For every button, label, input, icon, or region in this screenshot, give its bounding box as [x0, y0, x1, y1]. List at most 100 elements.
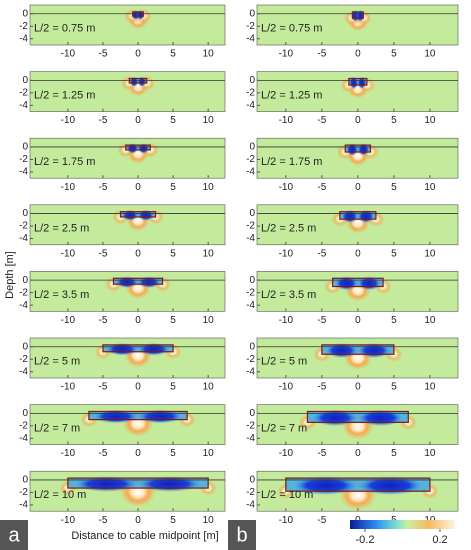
y-tick-label: -2: [246, 21, 255, 32]
cable-rectangle: [344, 144, 372, 153]
cable-rectangle: [321, 344, 395, 355]
y-tick-label: 0: [249, 275, 255, 286]
y-tick-label: 0: [22, 208, 28, 219]
x-tick-label: 5: [170, 182, 176, 193]
cable-rectangle: [125, 144, 151, 151]
field-strip: [88, 411, 188, 420]
cable-rectangle: [132, 11, 144, 17]
y-tick-label: -2: [246, 420, 255, 431]
panel: [257, 271, 458, 312]
x-tick-label: 10: [203, 448, 215, 459]
panel-frame: [29, 4, 226, 46]
field-strip: [125, 145, 151, 150]
panel-label: L/2 = 10 m: [34, 489, 86, 501]
y-tick-label: -4: [19, 300, 28, 311]
x-tick-label: 5: [391, 49, 397, 60]
field-blob: [312, 409, 358, 427]
x-tick-label: -5: [98, 248, 107, 259]
y-tick-label: -4: [246, 100, 255, 111]
x-tick-label: 0: [355, 448, 361, 459]
x-tick-label: -5: [98, 515, 107, 526]
x-tick-label: 0: [135, 115, 141, 126]
y-tick-label: 0: [22, 75, 28, 86]
x-tick-label: 0: [355, 248, 361, 259]
y-tick-label: 0: [22, 408, 28, 419]
x-tick-label: 10: [203, 49, 215, 60]
field-blob: [115, 276, 139, 288]
panel-frame: [29, 404, 226, 445]
panel: [30, 71, 225, 112]
x-tick-label: 5: [170, 382, 176, 393]
field-strip: [102, 344, 174, 352]
x-tick-label: -10: [61, 315, 76, 326]
x-tick-label: -5: [98, 382, 107, 393]
y-tick-label: -2: [19, 287, 28, 298]
panel-label: L/2 = 2.5 m: [34, 222, 89, 234]
cable-rectangle: [102, 344, 174, 353]
x-tick-label: 5: [170, 315, 176, 326]
x-tick-label: 5: [391, 382, 397, 393]
panel: [30, 5, 225, 45]
x-tick-label: 10: [424, 248, 436, 259]
panel: [30, 271, 225, 312]
field-strip: [113, 278, 163, 285]
y-tick-label: 0: [22, 341, 28, 352]
x-tick-label: 5: [391, 448, 397, 459]
field-blob: [126, 143, 139, 154]
x-tick-label: -10: [279, 49, 294, 60]
panel-label: L/2 = 7 m: [261, 422, 307, 434]
x-tick-label: 10: [203, 315, 215, 326]
x-tick-label: 10: [203, 382, 215, 393]
y-tick-label: -4: [19, 167, 28, 178]
x-tick-label: 5: [391, 182, 397, 193]
x-tick-label: -10: [61, 115, 76, 126]
x-tick-label: 5: [391, 115, 397, 126]
field-blob: [106, 343, 139, 356]
y-tick-label: 0: [22, 475, 28, 486]
panel: [30, 204, 225, 245]
x-tick-label: -5: [317, 248, 326, 259]
x-tick-label: 10: [424, 49, 436, 60]
panel-label: L/2 = 5 m: [34, 356, 80, 368]
panel-letter-box: [0, 520, 28, 550]
field-strip: [332, 278, 384, 287]
field-blob: [122, 209, 139, 221]
panel-label: L/2 = 2.5 m: [261, 222, 316, 234]
y-tick-label: -4: [246, 167, 255, 178]
field-blob: [357, 143, 370, 156]
x-tick-label: 0: [135, 49, 141, 60]
field-blob: [138, 143, 150, 154]
cable-rectangle: [88, 410, 188, 421]
panel-label: L/2 = 3.5 m: [261, 289, 316, 301]
x-tick-label: 5: [391, 248, 397, 259]
field-blob: [349, 76, 359, 89]
x-tick-label: 5: [170, 515, 176, 526]
y-tick-label: -2: [246, 221, 255, 232]
cable-rectangle: [306, 410, 409, 423]
y-tick-label: -2: [246, 154, 255, 165]
x-tick-label: 0: [355, 115, 361, 126]
x-tick-label: 0: [135, 515, 141, 526]
y-tick-label: 0: [249, 208, 255, 219]
x-tick-label: -10: [61, 448, 76, 459]
y-tick-label: -2: [19, 354, 28, 365]
y-tick-label: 0: [22, 8, 28, 19]
y-tick-label: -2: [19, 487, 28, 498]
panel-frame: [29, 137, 226, 179]
field-blob: [129, 76, 139, 87]
y-tick-label: -4: [246, 366, 255, 377]
x-tick-label: 5: [391, 315, 397, 326]
field-strip: [339, 211, 376, 220]
y-tick-label: -2: [19, 154, 28, 165]
cable-rectangle: [119, 211, 157, 218]
x-tick-label: 10: [203, 515, 215, 526]
y-tick-label: -4: [246, 33, 255, 44]
x-tick-label: 10: [424, 115, 436, 126]
x-axis-label: Distance to cable midpoint [m]: [71, 530, 218, 542]
field-blob: [293, 476, 358, 495]
panel: [257, 404, 458, 445]
y-tick-label: -4: [19, 500, 28, 511]
x-tick-label: 0: [135, 315, 141, 326]
panel-frame: [29, 204, 226, 246]
